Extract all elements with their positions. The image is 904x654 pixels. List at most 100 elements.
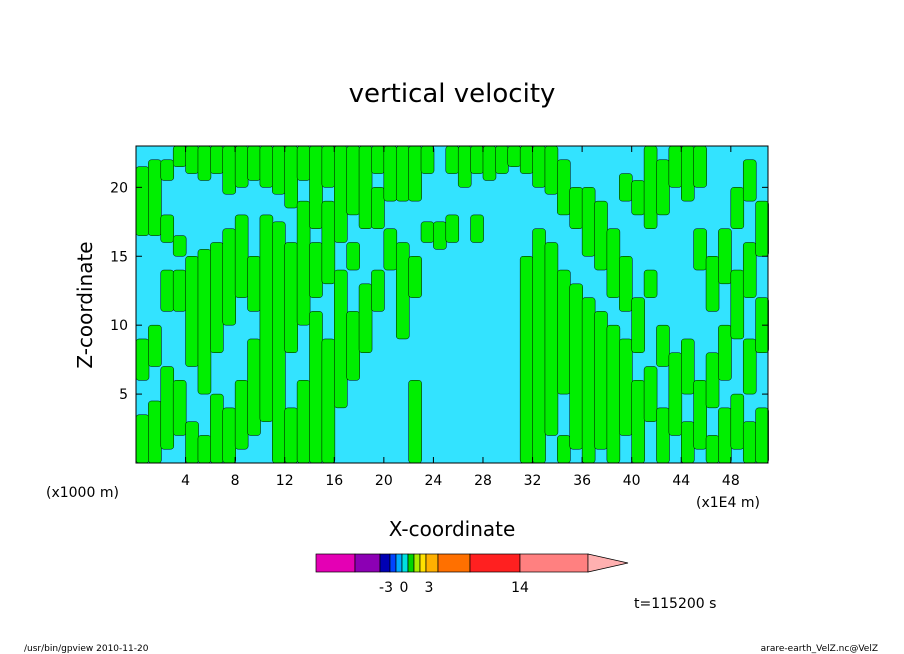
positive-band	[234, 145, 249, 188]
positive-band	[730, 187, 745, 229]
positive-band	[656, 324, 670, 367]
positive-band	[334, 145, 348, 243]
positive-band	[185, 421, 199, 464]
positive-band	[755, 407, 769, 464]
positive-band	[272, 145, 286, 195]
positive-band	[197, 435, 212, 464]
positive-band	[185, 256, 199, 367]
positive-band	[681, 145, 695, 202]
colorbar: -3 0 3 14	[315, 553, 629, 596]
positive-band	[160, 269, 175, 312]
positive-band	[619, 173, 633, 202]
positive-band	[606, 324, 621, 464]
positive-band	[309, 242, 323, 298]
positive-band	[408, 145, 422, 202]
positive-band	[135, 338, 150, 381]
colorbar-segment	[425, 553, 439, 573]
positive-band	[507, 145, 522, 167]
positive-band	[643, 269, 658, 298]
positive-band	[470, 145, 484, 174]
positive-band	[569, 187, 583, 229]
positive-band	[234, 214, 249, 298]
positive-band	[296, 200, 311, 326]
colorbar-segment	[519, 553, 589, 573]
positive-band	[557, 159, 571, 216]
x-ticks: 4 8 12 16 20 24 28 32 36 40 44 48	[181, 146, 740, 489]
positive-band	[172, 269, 187, 312]
positive-band	[718, 228, 732, 285]
positive-band	[172, 380, 187, 436]
y-tick-label: 10	[110, 318, 128, 334]
colorbar-tick-label: 0	[400, 580, 409, 596]
positive-band	[581, 187, 596, 257]
timestamp: t=115200 s	[634, 596, 716, 612]
positive-band	[346, 145, 360, 216]
positive-band	[284, 145, 298, 209]
positive-band	[557, 269, 571, 395]
positive-band	[532, 228, 546, 464]
positive-band	[321, 338, 336, 464]
positive-band	[755, 200, 769, 257]
positive-band	[742, 421, 757, 464]
positive-band	[631, 380, 645, 464]
colorbar-arrow	[587, 553, 629, 573]
positive-band	[309, 311, 323, 464]
positive-band	[445, 214, 460, 243]
positive-band	[581, 297, 596, 464]
positive-band	[160, 214, 175, 243]
positive-band	[284, 407, 298, 464]
positive-band	[693, 380, 707, 450]
positive-band	[296, 145, 311, 181]
colorbar-tick-label: -3	[379, 580, 393, 596]
positive-band	[519, 145, 534, 174]
x-tick-label: 28	[474, 473, 492, 489]
positive-band	[656, 407, 670, 464]
positive-band	[705, 352, 720, 409]
positive-band	[234, 380, 249, 450]
positive-band	[420, 221, 435, 243]
positive-band	[321, 145, 336, 188]
positive-band	[557, 435, 571, 464]
positive-band	[445, 145, 460, 174]
colorbar-segment	[469, 553, 521, 573]
footer-left: /usr/bin/gpview 2010-11-20	[24, 644, 149, 654]
positive-band	[210, 242, 224, 353]
positive-band	[742, 338, 757, 395]
positive-band	[247, 145, 261, 181]
positive-band	[172, 145, 187, 167]
colorbar-segment	[315, 553, 356, 573]
positive-band	[197, 145, 212, 181]
colorbar-segment	[419, 553, 427, 573]
colorbar-tick-label: 14	[511, 580, 529, 596]
positive-band	[742, 242, 757, 298]
colorbar-segment	[395, 553, 403, 573]
y-tick-label: 15	[110, 249, 128, 265]
positive-band	[742, 159, 757, 202]
x-tick-label: 20	[375, 473, 393, 489]
positive-band	[705, 256, 720, 312]
positive-band	[148, 324, 162, 367]
positive-band	[569, 283, 583, 450]
positive-band	[185, 145, 199, 174]
x-tick-label: 24	[424, 473, 442, 489]
positive-band	[718, 324, 732, 381]
x-tick-label: 12	[276, 473, 294, 489]
positive-band	[606, 228, 621, 298]
positive-band	[148, 400, 162, 464]
footer-right: arare-earth_VelZ.nc@VelZ	[761, 644, 878, 654]
colorbar-segment	[389, 553, 397, 573]
y-tick-label: 20	[110, 180, 128, 196]
positive-band	[358, 145, 373, 229]
x-axis-label: X-coordinate	[389, 517, 516, 541]
positive-band	[693, 228, 707, 271]
y-tick-label: 5	[119, 387, 128, 403]
positive-band	[259, 145, 274, 188]
x-tick-label: 32	[524, 473, 542, 489]
positive-band	[371, 145, 385, 174]
positive-band	[222, 145, 236, 195]
x-tick-label: 8	[231, 473, 240, 489]
colorbar-segment	[407, 553, 415, 573]
positive-band	[457, 145, 472, 188]
positive-band	[383, 228, 398, 271]
